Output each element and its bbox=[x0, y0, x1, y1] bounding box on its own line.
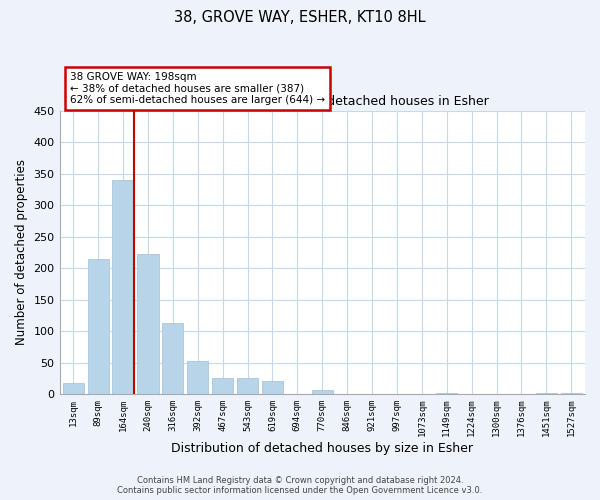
Y-axis label: Number of detached properties: Number of detached properties bbox=[15, 160, 28, 346]
Bar bbox=[536, 392, 557, 394]
X-axis label: Distribution of detached houses by size in Esher: Distribution of detached houses by size … bbox=[171, 442, 473, 455]
Bar bbox=[311, 390, 333, 394]
Bar bbox=[237, 378, 258, 394]
Bar bbox=[187, 360, 208, 394]
Bar bbox=[112, 180, 134, 394]
Title: Size of property relative to detached houses in Esher: Size of property relative to detached ho… bbox=[156, 96, 488, 108]
Text: 38 GROVE WAY: 198sqm
← 38% of detached houses are smaller (387)
62% of semi-deta: 38 GROVE WAY: 198sqm ← 38% of detached h… bbox=[70, 72, 325, 105]
Bar bbox=[262, 382, 283, 394]
Bar bbox=[561, 392, 582, 394]
Bar bbox=[88, 258, 109, 394]
Bar bbox=[212, 378, 233, 394]
Text: Contains HM Land Registry data © Crown copyright and database right 2024.
Contai: Contains HM Land Registry data © Crown c… bbox=[118, 476, 482, 495]
Bar bbox=[137, 254, 158, 394]
Text: 38, GROVE WAY, ESHER, KT10 8HL: 38, GROVE WAY, ESHER, KT10 8HL bbox=[174, 10, 426, 25]
Bar bbox=[62, 382, 84, 394]
Bar bbox=[436, 392, 457, 394]
Bar bbox=[162, 323, 184, 394]
